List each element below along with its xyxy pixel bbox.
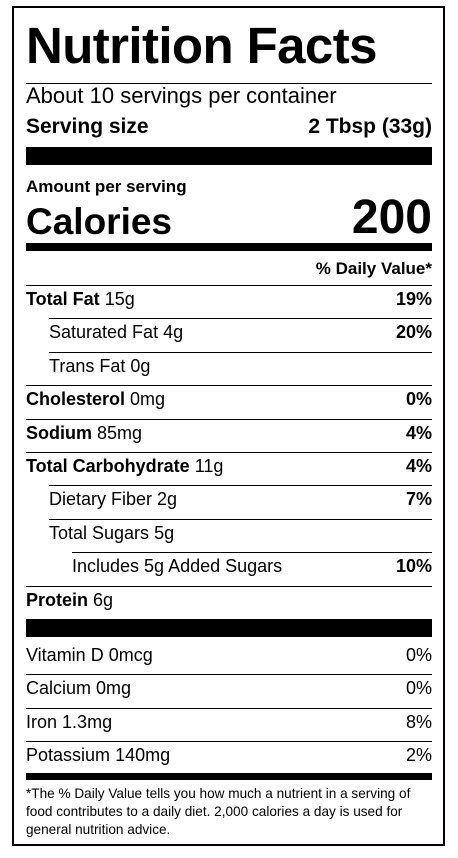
nutrient-name: Total Carbohydrate <box>26 456 190 476</box>
nutrient-name: Dietary Fiber <box>49 489 153 510</box>
serving-size: 2 Tbsp (33g) <box>308 115 432 138</box>
rule <box>49 351 432 353</box>
vitamin-row: Vitamin D 0mcg 0% <box>26 645 432 666</box>
amount-per-serving: Amount per serving <box>26 177 187 196</box>
nutrient-dv: 4% <box>405 422 432 443</box>
vitamin-row: Potassium 140mg 2% <box>26 745 432 766</box>
nutrient-name: Total Fat <box>26 289 100 309</box>
vitamin-amount: 0mg <box>96 678 132 699</box>
nutrient-amount: 6g <box>93 589 114 610</box>
rule <box>26 243 432 251</box>
rule <box>26 147 432 165</box>
vitamin-amount: 140mg <box>115 744 171 765</box>
vitamin-name: Calcium <box>26 678 92 699</box>
nutrient-amount: 2g <box>157 489 178 510</box>
nutrient-row: Protein 6g <box>26 590 432 611</box>
nutrient-row: Total Sugars 5g <box>49 523 432 544</box>
rule <box>49 318 432 320</box>
vitamin-dv: 2% <box>405 744 432 765</box>
vitamin-name: Vitamin D <box>26 645 104 665</box>
rule <box>26 285 432 286</box>
nutrient-name: Trans Fat <box>49 355 126 376</box>
vitamin-amount: 1.3mg <box>62 711 113 732</box>
daily-value-header: % Daily Value* <box>315 259 432 278</box>
vitamin-row: Iron 1.3mg 8% <box>26 712 432 733</box>
nutrient-name: Protein <box>26 589 89 610</box>
vitamin-amount: 0mcg <box>108 645 153 665</box>
nutrient-row: Includes 5g Added Sugars 10% <box>72 556 432 577</box>
calories-label: Calories <box>26 201 173 242</box>
footnote: *The % Daily Value tells you how much a … <box>26 786 411 837</box>
vitamin-dv: 8% <box>405 711 432 732</box>
rule <box>26 619 432 637</box>
rule <box>26 585 432 587</box>
vitamin-name: Iron <box>26 711 58 732</box>
nutrition-label: Nutrition Facts About 10 servings per con… <box>12 6 445 846</box>
nutrient-amount: 15g <box>104 289 135 309</box>
nutrient-name: Includes 5g Added Sugars <box>72 556 283 577</box>
rule <box>49 485 432 487</box>
rule <box>26 83 432 84</box>
title: Nutrition Facts <box>26 17 377 74</box>
rule <box>26 674 432 676</box>
rule <box>26 452 432 453</box>
nutrient-name: Saturated Fat <box>49 322 159 343</box>
rule <box>26 418 432 420</box>
rule <box>49 518 432 520</box>
nutrient-name: Sodium <box>26 422 92 443</box>
nutrient-dv: 19% <box>395 289 432 309</box>
nutrient-row: Total Carbohydrate 11g 4% <box>26 456 432 477</box>
nutrient-amount: 0g <box>130 355 151 376</box>
nutrient-row: Cholesterol 0mg 0% <box>26 389 432 410</box>
rule <box>26 773 432 780</box>
vitamin-name: Potassium <box>26 744 111 765</box>
nutrient-amount: 4g <box>163 322 184 343</box>
nutrient-row: Total Fat 15g 19% <box>26 289 432 310</box>
nutrient-amount: 85mg <box>97 422 143 443</box>
nutrient-amount: 5g <box>154 522 175 543</box>
calories-value: 200 <box>351 191 432 244</box>
nutrient-dv: 7% <box>405 489 432 510</box>
servings: About 10 servings per container <box>26 83 337 108</box>
nutrient-row: Saturated Fat 4g 20% <box>49 322 432 343</box>
nutrient-row: Dietary Fiber 2g 7% <box>49 489 432 510</box>
nutrient-name: Cholesterol <box>26 389 126 410</box>
rule <box>72 552 432 554</box>
nutrient-dv: 20% <box>395 322 432 343</box>
rule <box>26 385 432 387</box>
nutrient-dv: 10% <box>395 556 432 577</box>
rule <box>26 707 432 709</box>
vitamin-dv: 0% <box>405 645 432 665</box>
nutrient-name: Total Sugars <box>49 522 150 543</box>
serving-size-label: Serving size <box>26 115 149 138</box>
nutrient-dv: 4% <box>405 456 432 476</box>
nutrient-dv: 0% <box>405 389 432 410</box>
vitamin-row: Calcium 0mg 0% <box>26 678 432 699</box>
nutrient-amount: 11g <box>194 456 224 476</box>
nutrient-row: Trans Fat 0g <box>49 356 432 377</box>
vitamin-dv: 0% <box>405 678 432 699</box>
nutrient-amount: 0mg <box>130 389 166 410</box>
rule <box>26 740 432 742</box>
nutrient-row: Sodium 85mg 4% <box>26 423 432 444</box>
